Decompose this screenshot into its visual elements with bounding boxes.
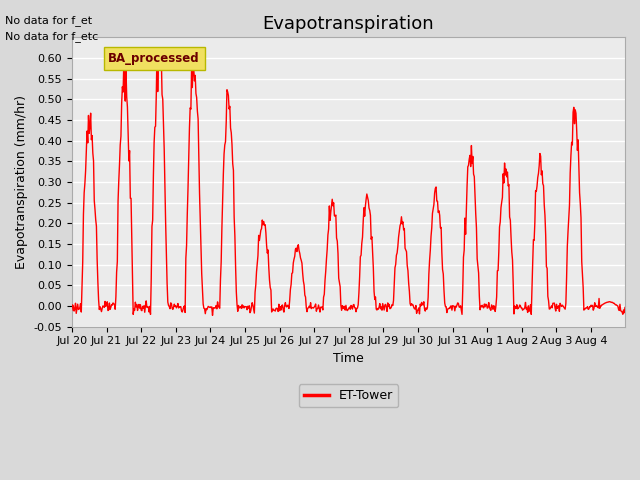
Text: No data for f_et: No data for f_et bbox=[5, 15, 92, 26]
Text: No data for f_etc: No data for f_etc bbox=[5, 31, 99, 42]
Y-axis label: Evapotranspiration (mm/hr): Evapotranspiration (mm/hr) bbox=[15, 95, 28, 269]
Text: BA_processed: BA_processed bbox=[108, 52, 200, 65]
Title: Evapotranspiration: Evapotranspiration bbox=[262, 15, 435, 33]
X-axis label: Time: Time bbox=[333, 352, 364, 365]
Legend: ET-Tower: ET-Tower bbox=[299, 384, 398, 408]
